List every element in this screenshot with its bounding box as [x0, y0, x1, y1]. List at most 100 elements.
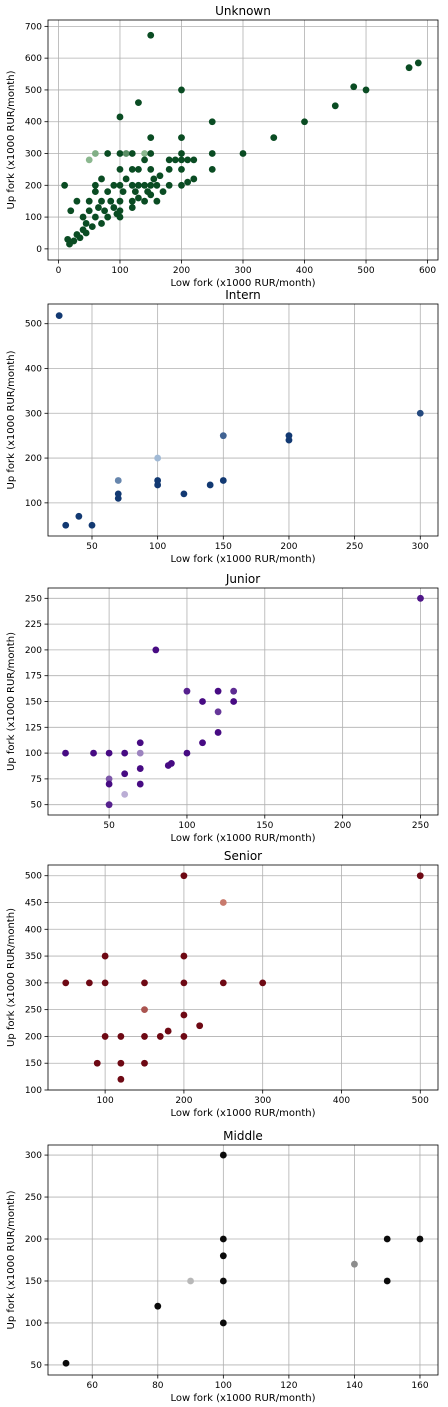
subplot-unknown: 0 100 200 300 400 500 600 0 100 200 300 400 500 600 70… [6, 4, 439, 289]
data-point [147, 31, 155, 39]
data-point [98, 197, 105, 205]
y-tick-label: 600 [25, 54, 42, 64]
data-point [135, 194, 142, 202]
data-point [178, 86, 185, 94]
data-point [147, 191, 155, 199]
data-point [101, 979, 109, 987]
y-tick-label: 500 [25, 872, 42, 882]
data-point [62, 749, 69, 757]
data-point [61, 181, 69, 189]
data-point [110, 204, 118, 211]
data-point [351, 1260, 358, 1268]
data-point [117, 1075, 125, 1083]
x-tick-label: 200 [173, 266, 190, 276]
x-tick-label: 200 [175, 1096, 192, 1106]
data-point [165, 166, 173, 173]
data-point [416, 1235, 424, 1243]
data-point [90, 749, 97, 757]
data-point [121, 770, 129, 778]
data-point [147, 150, 155, 157]
x-tick-label: 600 [419, 266, 436, 276]
data-point [190, 175, 198, 183]
data-point [121, 790, 129, 798]
data-point [119, 188, 127, 196]
subplot-senior: 100 200 300 400 500 100 150 200 250 300 350 400 450 5… [6, 849, 439, 1119]
data-point [122, 175, 130, 183]
data-point [136, 765, 144, 772]
y-tick-label: 400 [25, 364, 42, 374]
data-point [117, 1033, 125, 1040]
x-tick-label: 500 [357, 266, 374, 276]
y-tick-label: 200 [25, 1235, 42, 1245]
data-point [105, 780, 113, 788]
data-point [62, 521, 70, 529]
subplot-middle: 60 80 100 120 140 160 50 100 150 200 250 300 Middle L… [6, 1129, 439, 1404]
data-point [136, 739, 144, 747]
data-point [184, 156, 192, 164]
y-tick-label: 250 [25, 1006, 42, 1016]
axes-frame [47, 1144, 439, 1376]
data-point [219, 1252, 227, 1260]
data-point [259, 979, 267, 987]
data-point [98, 220, 105, 227]
data-point [171, 156, 179, 164]
data-point [190, 156, 198, 164]
data-point [116, 207, 124, 215]
data-point [147, 181, 155, 189]
data-point [82, 220, 90, 227]
axes-frame [47, 303, 439, 537]
x-tick-label: 100 [111, 266, 128, 276]
data-point [383, 1277, 391, 1285]
y-tick-label: 150 [25, 1277, 42, 1287]
data-point [141, 156, 148, 164]
data-point [85, 207, 93, 215]
data-point [116, 113, 124, 121]
data-point [331, 102, 339, 110]
x-tick-label: 80 [152, 1381, 164, 1391]
data-point [141, 181, 148, 189]
y-tick-label: 250 [25, 594, 42, 604]
y-tick-label: 75 [31, 775, 42, 785]
data-point [156, 1033, 164, 1040]
data-point [219, 979, 227, 987]
y-tick-label: 200 [25, 646, 42, 656]
y-tick-label: 125 [25, 723, 42, 733]
data-point [414, 59, 422, 67]
x-tick-label: 160 [411, 1381, 428, 1391]
data-point [104, 188, 112, 196]
data-point [136, 780, 144, 788]
y-tick-label: 450 [25, 899, 42, 909]
y-tick-label: 250 [25, 1193, 42, 1203]
data-point [167, 760, 175, 767]
data-point [91, 150, 99, 157]
data-point [110, 181, 118, 189]
data-point [70, 237, 78, 245]
data-point [219, 477, 227, 484]
data-point [55, 312, 63, 320]
data-point [153, 181, 161, 189]
y-tick-label: 300 [25, 979, 42, 989]
x-axis-label: Low fork (x1000 RUR/month) [171, 554, 316, 565]
x-tick-label: 200 [280, 542, 297, 552]
y-tick-label: 100 [25, 499, 42, 509]
y-tick-label: 500 [25, 86, 42, 96]
x-tick-label: 500 [412, 1096, 429, 1106]
subplot-junior: 50 100 150 200 250 50 75 100 125 150 175 200 225 250 J… [6, 572, 439, 844]
data-point [219, 1277, 227, 1285]
data-point [178, 181, 185, 189]
x-tick-label: 50 [86, 542, 98, 552]
data-point [214, 729, 222, 736]
data-point [147, 134, 155, 142]
data-point [239, 150, 247, 157]
data-point [219, 899, 227, 906]
chart-title: Unknown [215, 4, 271, 18]
y-tick-label: 175 [25, 672, 42, 682]
data-point [219, 432, 227, 440]
y-axis-label: Up fork (x1000 RUR/month) [6, 1190, 17, 1329]
data-point [141, 150, 148, 157]
x-tick-label: 120 [280, 1381, 297, 1391]
data-point [154, 481, 162, 489]
y-tick-label: 150 [25, 1059, 42, 1069]
data-point [131, 188, 139, 196]
